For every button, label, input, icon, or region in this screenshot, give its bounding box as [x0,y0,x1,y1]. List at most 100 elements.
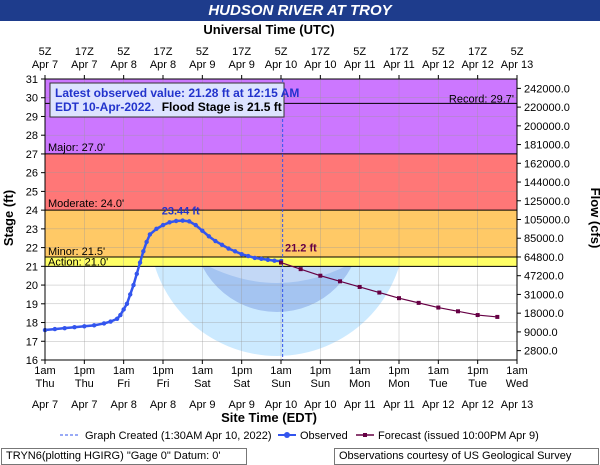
bottom-date-label: Apr 7 [32,399,58,411]
bottom-date-label: Apr 10 [265,399,297,411]
bottom-time-label: 1am [192,365,213,377]
top-time-label: 5Z [511,46,524,58]
left-tick-label: 29 [26,111,38,123]
forecast-point [495,314,500,319]
observed-point [124,301,130,306]
top-date-label: Apr 12 [422,59,454,71]
right-tick-label: 162000.0 [524,158,570,170]
left-tick-label: 24 [26,205,38,217]
bottom-axis-title: Site Time (EDT) [221,410,317,425]
bottom-time-label: 1am [34,365,55,377]
right-tick-label: 64800.0 [524,252,564,264]
forecast-point [298,267,303,272]
observed-point [144,239,149,245]
observed-point [167,220,172,225]
observed-point [128,292,133,297]
bottom-day-label: Sun [271,378,291,390]
bottom-time-label: 1pm [310,365,331,377]
top-time-label: 5Z [117,46,130,58]
legend-observed-marker [284,432,290,438]
forecast-point [377,290,382,295]
info-date: EDT 10-Apr-2022. [55,100,154,114]
observed-point [265,257,271,262]
bottom-time-label: 1pm [74,365,95,377]
observed-point [200,228,205,233]
bottom-day-label: Sun [311,378,331,390]
forecast-point [416,300,421,305]
observed-point [252,255,257,261]
bottom-day-label: Thu [36,378,55,390]
observed-point [91,323,97,328]
observed-point [272,258,277,263]
bottom-time-label: 1am [506,365,527,377]
forecast-point [456,309,460,314]
observed-point [259,256,264,262]
bottom-date-label: Apr 11 [344,399,376,411]
top-date-label: Apr 7 [32,59,58,71]
observed-point [154,226,159,232]
bottom-time-label: 1am [428,365,449,377]
top-time-label: 17Z [311,46,330,58]
labels-layer: Major: 27.0' Moderate: 24.0' Minor: 21.5'A… [48,93,514,268]
legend-forecast-marker [363,433,367,437]
legend-forecast: Forecast (issued 10:00PM Apr 9) [378,430,539,442]
bottom-time-label: 1am [349,365,370,377]
top-time-label: 17Z [390,46,409,58]
moderate-label: Moderate: 24.0' [48,198,124,210]
left-tick-label: 21 [26,261,38,273]
crest-annotation: 23.44 ft [162,206,200,218]
bottom-time-label: 1am [270,365,291,377]
action-label: Action: 21.0' [48,256,108,268]
bottom-date-label: Apr 9 [229,399,255,411]
right-tick-label: 125000.0 [524,196,570,208]
bottom-date-label: Apr 8 [150,399,176,411]
bottom-day-label: Tue [468,378,487,390]
left-tick-label: 31 [26,74,38,86]
right-tick-label: 200000.0 [524,121,570,133]
forecast-line [280,262,498,318]
footer-credit: Observations courtesy of US Geological S… [334,448,599,465]
forecast-point [475,313,480,318]
forecast-point [357,284,362,289]
bottom-time-label: 1am [113,365,134,377]
bottom-day-label: Fri [117,378,130,390]
series-layer [42,218,500,333]
chart-title: HUDSON RIVER AT TROY [0,0,600,21]
forecast-point [436,305,441,310]
left-tick-label: 25 [26,186,38,198]
observed-point [72,325,77,330]
observed-point [180,218,185,223]
observed-point [239,251,244,257]
observed-point [108,319,113,324]
right-tick-label: 242000.0 [524,83,570,95]
observed-point [52,326,58,332]
observed-point [114,316,120,321]
top-time-label: 17Z [75,46,94,58]
top-date-label: Apr 8 [111,59,137,71]
grid-lines [44,78,518,361]
right-tick-label: 220000.0 [524,102,570,114]
left-tick-label: 23 [26,224,38,236]
top-date-label: Apr 13 [501,59,533,71]
bottom-date-label: Apr 12 [461,399,493,411]
left-tick-label: 17 [26,336,38,348]
right-tick-label: 85000.0 [524,233,564,245]
observed-point [160,222,166,228]
left-tick-label: 19 [26,299,38,311]
observed-point [101,321,107,326]
bottom-day-label: Sat [194,378,211,390]
bottom-day-label: Sat [233,378,250,390]
top-date-label: Apr 10 [265,59,297,71]
top-date-label: Apr 11 [383,59,415,71]
bottom-day-label: Mon [349,378,370,390]
bottom-date-label: Apr 8 [111,399,137,411]
axes-layer: 16 17 18 19 20 21 22 23 24 25 26 27 28 29 30 31 2800.0 90… [26,46,570,411]
bottom-day-label: Tue [429,378,448,390]
bottom-date-label: Apr 10 [304,399,336,411]
observed-point [131,282,136,288]
top-time-label: 5Z [39,46,52,58]
observed-point [82,324,87,329]
info-box: Latest observed value: 21.28 ft at 12:15… [49,82,299,118]
top-date-label: Apr 10 [304,59,336,71]
major-label: Major: 27.0' [48,142,105,154]
